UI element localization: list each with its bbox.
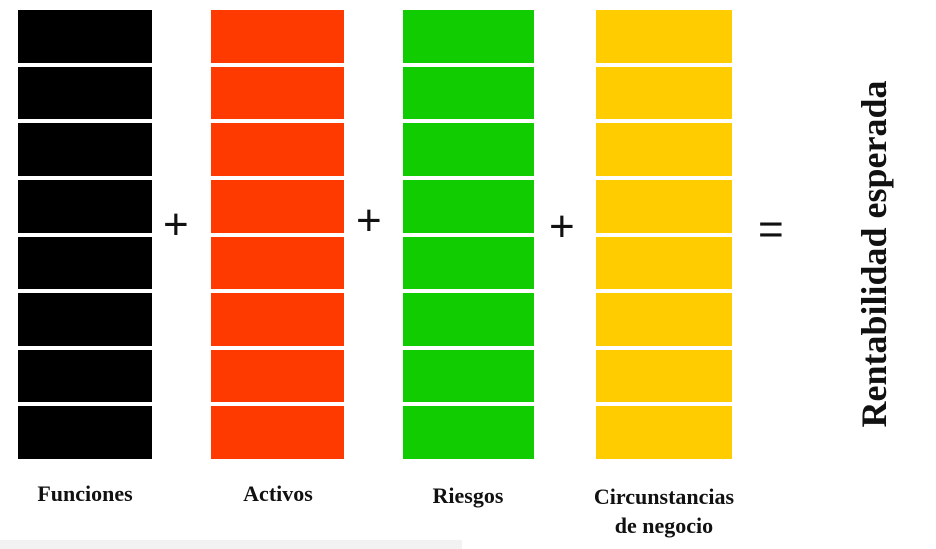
- stack-block: [403, 236, 534, 290]
- stack-block: [596, 123, 732, 176]
- block-separator: [211, 289, 344, 294]
- stack-block: [403, 406, 534, 459]
- block-separator: [211, 119, 344, 124]
- label-activos: Activos: [243, 481, 313, 506]
- block-separator: [403, 232, 534, 237]
- stack-block: [18, 406, 152, 459]
- column-circunstancias: [596, 10, 732, 459]
- footer-strip: [0, 540, 462, 549]
- block-separator: [211, 62, 344, 67]
- block-separator: [596, 289, 732, 294]
- stack-block: [596, 349, 732, 403]
- block-separator: [596, 175, 732, 180]
- stack-block: [18, 66, 152, 120]
- block-separator: [596, 232, 732, 237]
- stack-block: [403, 66, 534, 120]
- stack-block: [18, 10, 152, 63]
- stack-block: [211, 406, 344, 459]
- block-separator: [18, 232, 152, 237]
- column-funciones: [18, 10, 152, 459]
- column-riesgos: [403, 10, 534, 459]
- stack-block: [211, 349, 344, 403]
- plus-operator-2: +: [356, 196, 382, 245]
- stack-block: [211, 179, 344, 233]
- stack-block: [18, 179, 152, 233]
- block-separator: [596, 62, 732, 67]
- stack-block: [403, 123, 534, 176]
- label-riesgos: Riesgos: [432, 483, 504, 508]
- stack-block: [596, 293, 732, 346]
- block-separator: [403, 62, 534, 67]
- block-separator: [18, 175, 152, 180]
- block-separator: [211, 232, 344, 237]
- stack-block: [403, 179, 534, 233]
- stack-block: [403, 349, 534, 403]
- result-label: Rentabilidad esperada: [854, 80, 894, 428]
- block-separator: [403, 345, 534, 350]
- stack-block: [403, 10, 534, 63]
- stack-block: [403, 293, 534, 346]
- stack-block: [211, 236, 344, 290]
- block-separator: [18, 62, 152, 67]
- stack-block: [211, 66, 344, 120]
- block-separator: [403, 119, 534, 124]
- stack-block: [18, 293, 152, 346]
- stack-block: [18, 236, 152, 290]
- block-separator: [596, 119, 732, 124]
- stack-block: [596, 10, 732, 63]
- column-activos: [211, 10, 344, 459]
- block-separator: [403, 289, 534, 294]
- label-circunstancias: Circunstancias de negocio: [593, 484, 735, 538]
- block-separator: [211, 402, 344, 407]
- equals-operator: =: [758, 205, 784, 254]
- block-separator: [596, 402, 732, 407]
- stack-block: [18, 123, 152, 176]
- block-separator: [403, 402, 534, 407]
- block-separator: [18, 345, 152, 350]
- label-funciones: Funciones: [37, 481, 133, 506]
- stack-block: [596, 406, 732, 459]
- plus-operator-1: +: [163, 200, 189, 249]
- block-separator: [18, 402, 152, 407]
- stack-block: [596, 179, 732, 233]
- stack-block: [18, 349, 152, 403]
- plus-operator-3: +: [549, 202, 575, 251]
- block-separator: [211, 175, 344, 180]
- block-separator: [211, 345, 344, 350]
- stack-block: [211, 10, 344, 63]
- stack-block: [211, 123, 344, 176]
- block-separator: [18, 289, 152, 294]
- block-separator: [596, 345, 732, 350]
- stack-block: [211, 293, 344, 346]
- stack-block: [596, 236, 732, 290]
- block-separator: [18, 119, 152, 124]
- block-separator: [403, 175, 534, 180]
- stack-block: [596, 66, 732, 120]
